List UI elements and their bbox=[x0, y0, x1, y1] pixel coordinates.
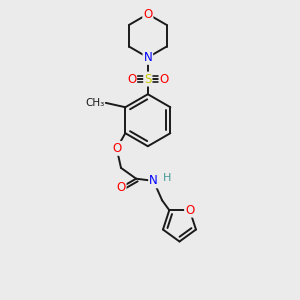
Text: O: O bbox=[116, 181, 126, 194]
Text: H: H bbox=[163, 172, 172, 183]
Text: N: N bbox=[149, 174, 158, 188]
Text: N: N bbox=[143, 51, 152, 64]
Text: O: O bbox=[143, 8, 152, 21]
Text: O: O bbox=[160, 73, 169, 85]
Text: O: O bbox=[127, 73, 136, 85]
Text: O: O bbox=[112, 142, 121, 155]
Text: CH₃: CH₃ bbox=[85, 98, 105, 108]
Text: S: S bbox=[144, 73, 152, 85]
Text: O: O bbox=[185, 204, 194, 217]
